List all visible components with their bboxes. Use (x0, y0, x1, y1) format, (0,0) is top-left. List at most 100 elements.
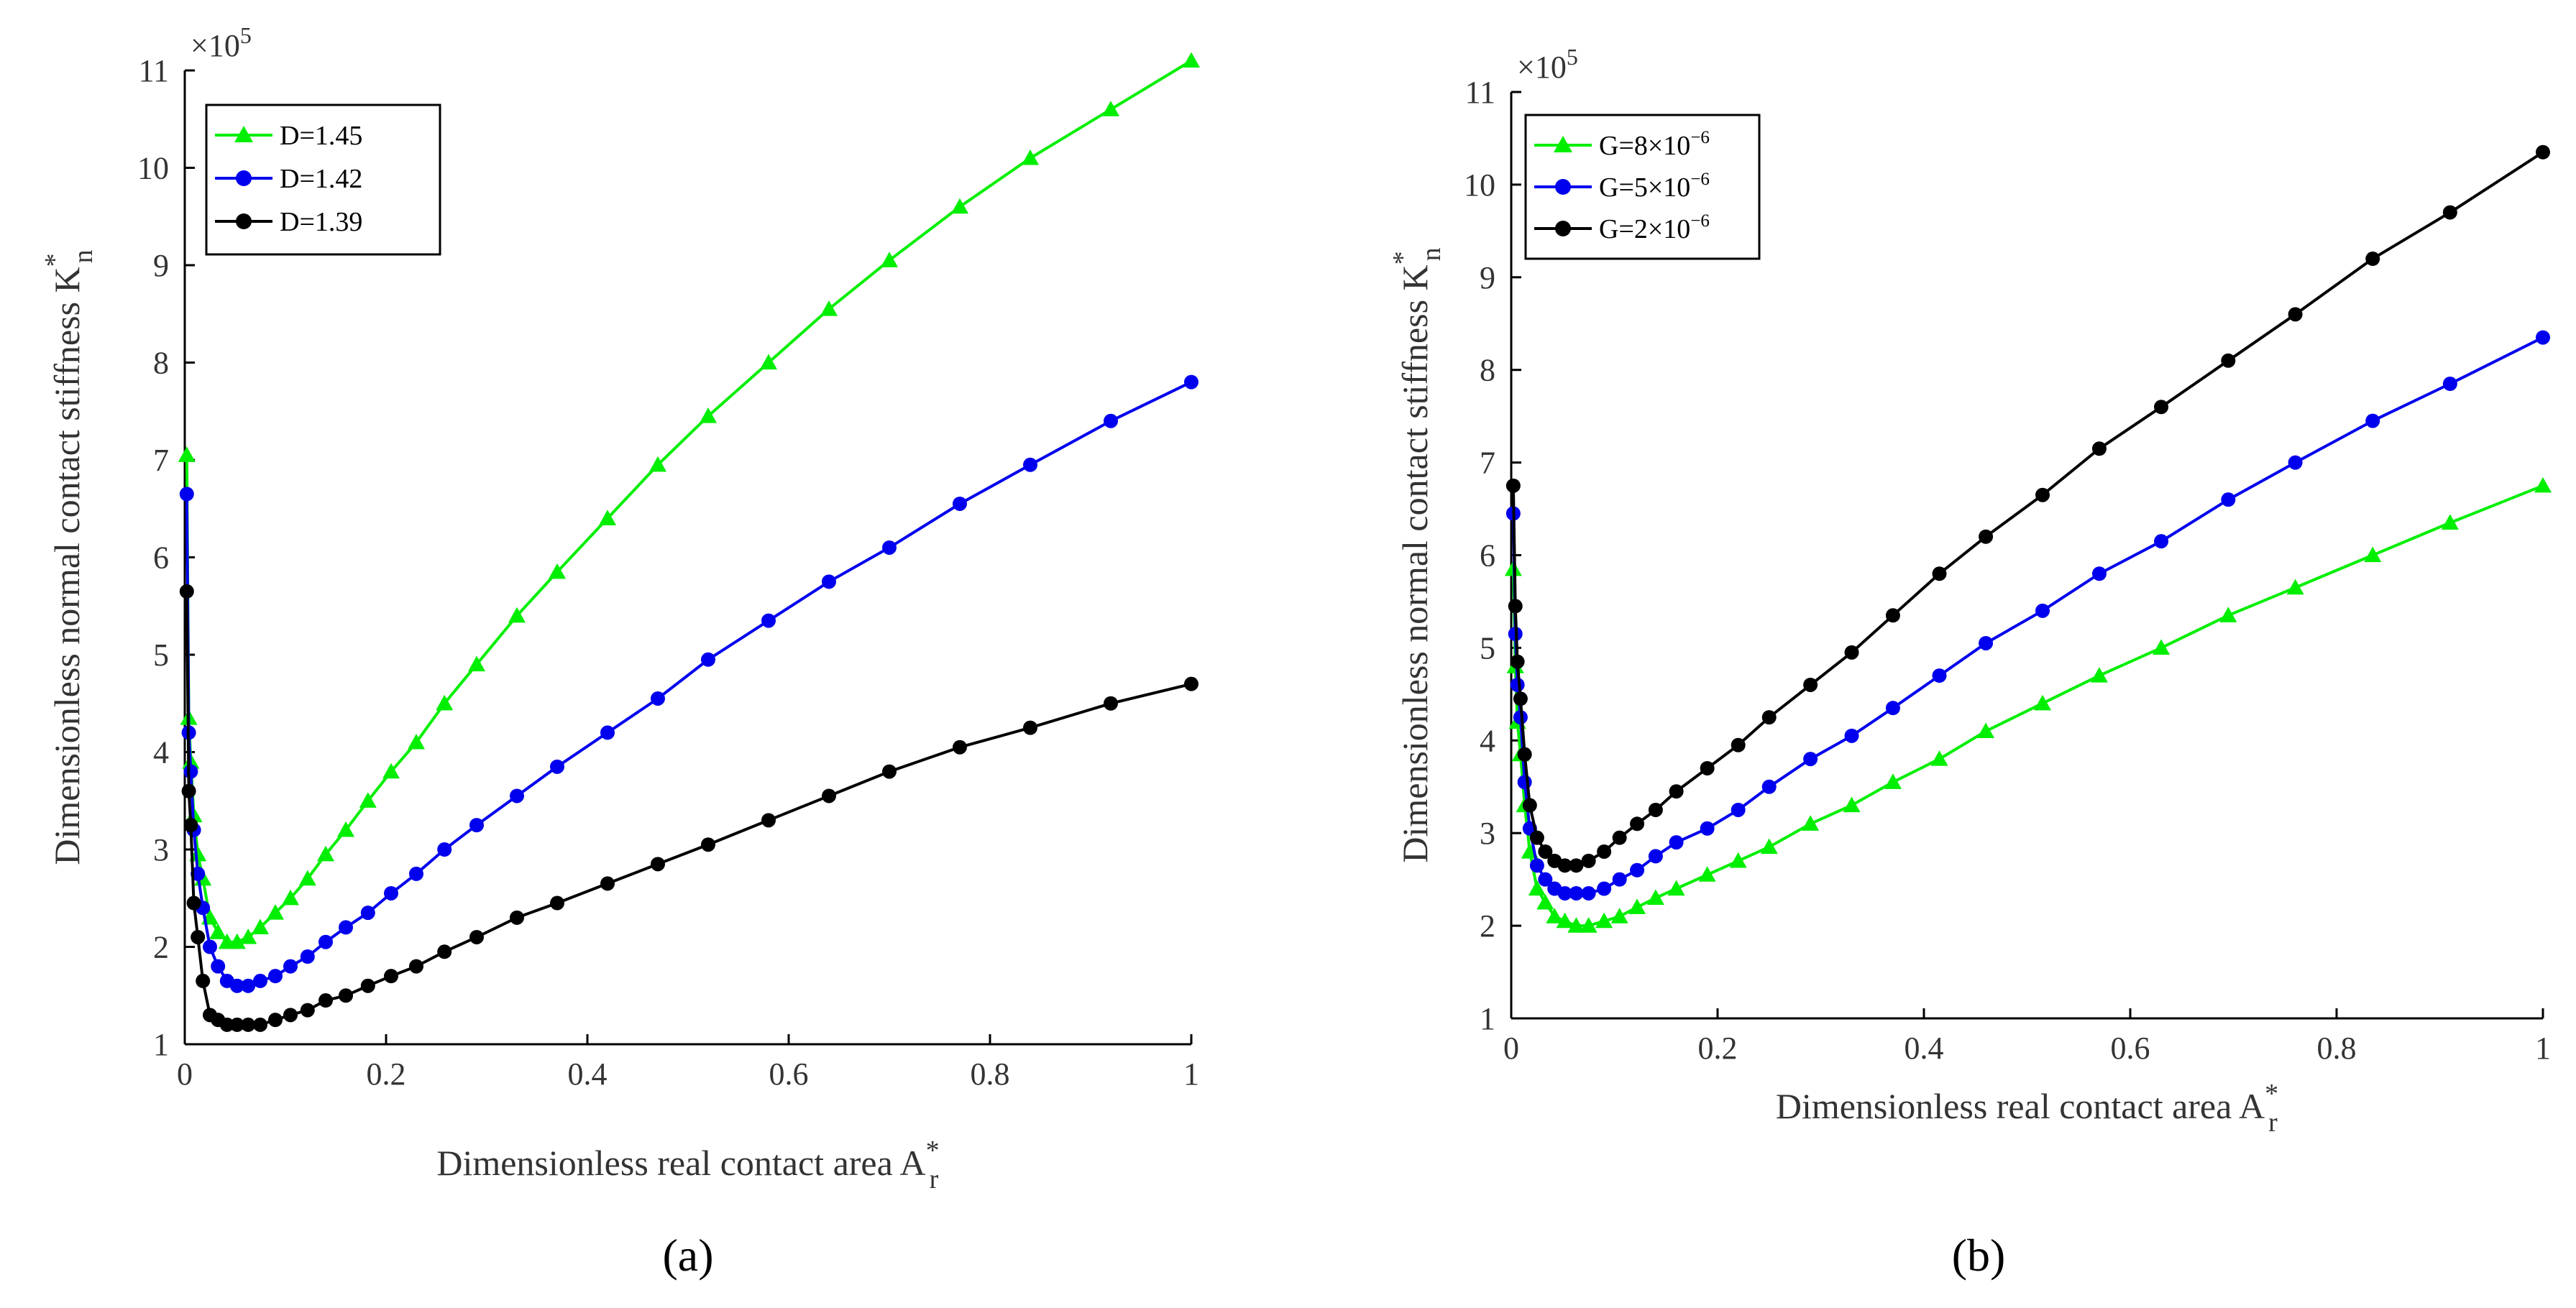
y-axis-label: Dimensionless normal contact stiffness K… (40, 249, 98, 865)
x-tick-label: 0.8 (971, 1056, 1010, 1092)
data-point-marker (1538, 844, 1553, 859)
data-point-marker (1628, 898, 1646, 914)
data-point-marker (196, 973, 211, 988)
x-axis-label: Dimensionless real contact area A* r (436, 1136, 939, 1194)
data-point-marker (384, 885, 398, 901)
legend-entry-exponent: −6 (1690, 211, 1710, 231)
data-point-marker (228, 933, 246, 949)
data-point-marker (1700, 760, 1715, 775)
y-multiplier-exponent: 5 (1567, 44, 1578, 70)
y-tick-label: 2 (1480, 908, 1495, 944)
data-point-marker (953, 496, 967, 511)
data-point-marker (701, 652, 715, 667)
y-tick-label: 8 (153, 346, 169, 381)
data-point-marker (1844, 645, 1859, 660)
data-point-marker (1885, 608, 1900, 623)
data-point-marker (1630, 816, 1645, 832)
data-point-marker (337, 821, 354, 837)
y-tick-label: 4 (1480, 723, 1495, 758)
data-point-marker (211, 959, 226, 974)
data-point-marker (189, 845, 207, 862)
data-point-marker (229, 978, 244, 993)
data-point-marker (1610, 908, 1628, 924)
y-axis-label-text: Dimensionless normal contact stiffness K (47, 267, 87, 865)
y-axis-label-superscript: * (40, 253, 70, 267)
data-point-marker (1930, 750, 1948, 766)
legend-marker-swatch (1554, 136, 1572, 152)
y-tick-label: 3 (1480, 816, 1495, 851)
data-point-marker (408, 733, 425, 750)
data-point-marker (1517, 747, 1532, 762)
y-tick-label: 11 (1465, 75, 1495, 110)
legend-marker-swatch (1555, 179, 1571, 195)
data-point-marker (1567, 917, 1585, 933)
y-tick-label: 1 (1480, 1001, 1495, 1036)
panel-label: (b) (1952, 1230, 2006, 1281)
y-tick-label: 11 (139, 53, 169, 88)
legend-entry-label: D=1.39 (280, 207, 362, 237)
legend-entry-text: D=1.42 (280, 164, 362, 194)
data-point-marker (1729, 852, 1747, 868)
data-point-marker (1612, 872, 1627, 887)
data-point-marker (1932, 566, 1947, 581)
data-point-marker (2442, 205, 2457, 220)
data-point-marker (183, 818, 198, 833)
data-point-marker (2154, 400, 2169, 415)
data-point-marker (1581, 853, 1596, 868)
legend-entry-exponent: −6 (1690, 128, 1710, 147)
data-point-marker (178, 446, 196, 462)
data-point-marker (2035, 603, 2050, 618)
data-point-marker (1104, 696, 1118, 711)
data-point-marker (339, 988, 353, 1003)
y-tick-label: 1 (153, 1027, 169, 1062)
data-point-marker (300, 949, 315, 964)
data-point-marker (300, 1003, 315, 1018)
x-axis-label-superscript: * (926, 1136, 940, 1166)
legend-entry-text: G=5×10 (1599, 172, 1690, 203)
x-tick-label: 0.6 (769, 1056, 809, 1092)
data-point-marker (1505, 478, 1521, 493)
data-point-marker (298, 870, 316, 886)
data-point-marker (1529, 830, 1544, 845)
legend-entry-text: G=8×10 (1599, 131, 1690, 161)
data-point-marker (209, 924, 227, 939)
data-point-marker (1760, 838, 1778, 855)
data-point-marker (2364, 546, 2382, 563)
data-point-marker (1528, 880, 1546, 896)
legend-marker-swatch (236, 213, 252, 229)
data-point-marker (1569, 885, 1584, 901)
legend: D=1.45 D=1.42 D=1.39 (205, 103, 441, 256)
data-point-marker (1023, 457, 1037, 472)
data-point-marker (761, 813, 776, 828)
x-tick-label: 0 (1503, 1031, 1519, 1066)
data-point-marker (1979, 635, 1994, 650)
data-point-marker (1761, 710, 1777, 725)
legend: G=8×10−6G=5×10−6G=2×10−6 (1524, 114, 1761, 260)
panel-label: (a) (662, 1230, 713, 1281)
data-point-marker (953, 740, 967, 755)
y-tick-label: 10 (137, 151, 169, 186)
data-point-marker (1104, 413, 1118, 428)
data-point-marker (2219, 607, 2237, 622)
data-point-marker (186, 895, 201, 911)
data-point-marker (1761, 779, 1777, 794)
data-point-marker (1803, 677, 1818, 692)
y-multiplier-base: ×10 (191, 28, 240, 63)
data-point-marker (508, 607, 526, 623)
data-point-marker (510, 910, 524, 925)
data-point-marker (2221, 492, 2236, 507)
data-point-marker (2441, 514, 2459, 530)
y-tick-label: 4 (153, 735, 169, 770)
data-point-marker (1597, 844, 1612, 859)
y-tick-label: 6 (1480, 538, 1495, 574)
y-axis-multiplier: ×105 (1517, 44, 1578, 85)
data-point-marker (1648, 849, 1663, 864)
data-point-marker (360, 906, 375, 921)
data-point-marker (283, 959, 298, 974)
data-point-marker (1023, 720, 1037, 735)
legend-entry-text: D=1.39 (280, 207, 362, 237)
data-point-marker (1536, 893, 1554, 910)
y-tick-label: 3 (153, 832, 169, 867)
data-point-marker (1581, 885, 1596, 901)
